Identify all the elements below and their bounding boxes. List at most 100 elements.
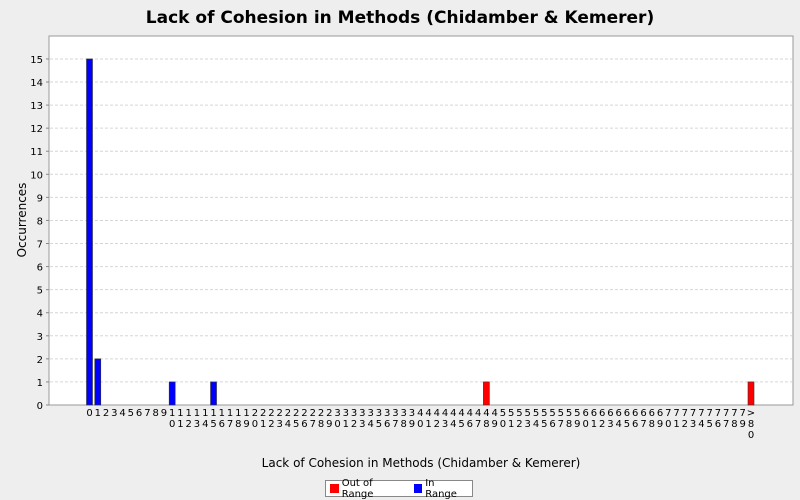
y-tick-label: 2 — [37, 355, 43, 366]
x-tick-label: 2 — [103, 408, 109, 419]
y-tick-label: 7 — [37, 240, 43, 251]
x-tick-label: 6 — [136, 408, 142, 419]
bar — [86, 58, 93, 406]
x-axis-label: Lack of Cohesion in Methods (Chidamber &… — [262, 456, 581, 470]
y-tick-label: 15 — [30, 55, 43, 66]
y-tick-label: 8 — [37, 216, 43, 227]
y-tick-label: 4 — [37, 309, 43, 320]
bar — [483, 381, 490, 406]
bar — [168, 381, 176, 406]
y-tick-label: 10 — [30, 170, 43, 181]
x-tick-label: 0 — [86, 408, 92, 419]
y-tick-label: 6 — [37, 263, 43, 274]
y-tick-label: 1 — [37, 378, 43, 389]
y-tick-label: 11 — [30, 147, 43, 158]
bar — [94, 358, 102, 406]
x-tick-label: 3 — [111, 408, 117, 419]
y-tick-label: 0 — [37, 401, 43, 412]
x-tick-label: 1 — [95, 408, 101, 419]
x-axis-ticks: 0 1 2 3 4 5 6 7 8 9 1 01 11 21 31 41 51 61 71 81 92 02 12 22 32 4… — [86, 408, 755, 441]
legend: Out of Range In Range — [325, 477, 473, 500]
legend-label: Out of Range — [341, 477, 374, 500]
legend-swatch — [330, 484, 339, 493]
x-tick-label: 4 — [119, 408, 125, 419]
legend-item: In Range — [413, 478, 469, 500]
y-tick-label: 5 — [37, 286, 43, 297]
y-tick-label: 12 — [30, 124, 43, 135]
x-tick-label: 5 — [128, 408, 134, 419]
bar — [747, 381, 755, 406]
y-tick-label: 14 — [30, 78, 43, 89]
y-tick-label: 9 — [37, 193, 43, 204]
grid-lines — [50, 58, 792, 383]
x-tick-label: 7 — [144, 408, 150, 419]
chart-title: Lack of Cohesion in Methods (Chidamber &… — [145, 8, 655, 28]
y-tick-label: 13 — [30, 101, 43, 112]
